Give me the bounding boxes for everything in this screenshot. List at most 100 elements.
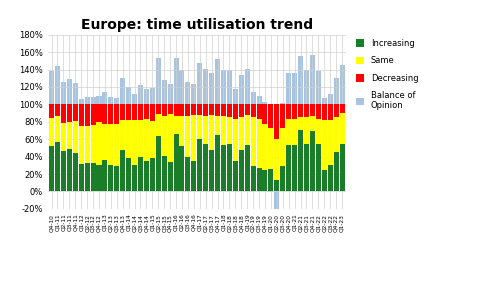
Bar xyxy=(102,124,108,160)
Bar xyxy=(328,94,333,191)
Bar xyxy=(263,102,267,191)
Bar xyxy=(316,104,321,119)
Bar xyxy=(49,71,54,191)
Bar xyxy=(174,116,179,134)
Bar xyxy=(322,170,327,191)
Bar xyxy=(304,104,309,117)
Bar xyxy=(304,117,309,144)
Bar xyxy=(310,116,315,130)
Bar xyxy=(185,157,191,191)
Bar xyxy=(49,104,54,118)
Bar xyxy=(61,123,66,151)
Bar xyxy=(251,117,256,166)
Bar xyxy=(162,116,167,156)
Bar xyxy=(268,128,274,169)
Legend: Increasing, Same, Decreasing, Balance of
Opinion: Increasing, Same, Decreasing, Balance of… xyxy=(356,39,419,110)
Bar xyxy=(215,104,220,116)
Bar xyxy=(298,104,303,117)
Bar xyxy=(316,144,321,191)
Bar xyxy=(298,56,303,191)
Bar xyxy=(55,116,60,142)
Bar xyxy=(298,117,303,130)
Bar xyxy=(73,104,78,121)
Bar xyxy=(197,139,202,191)
Bar xyxy=(102,92,108,191)
Bar xyxy=(256,96,262,191)
Bar xyxy=(180,70,184,191)
Bar xyxy=(79,99,84,191)
Bar xyxy=(96,165,101,191)
Bar xyxy=(49,118,54,146)
Bar xyxy=(120,78,125,191)
Bar xyxy=(310,55,315,191)
Bar xyxy=(84,104,90,126)
Bar xyxy=(221,145,226,191)
Bar xyxy=(108,124,113,165)
Bar xyxy=(286,73,291,191)
Bar xyxy=(91,125,96,163)
Bar xyxy=(67,122,72,149)
Bar xyxy=(339,113,345,144)
Bar xyxy=(126,120,131,158)
Bar xyxy=(79,104,84,126)
Bar xyxy=(91,97,96,191)
Bar xyxy=(251,166,256,191)
Bar xyxy=(245,115,250,145)
Bar xyxy=(114,98,120,191)
Bar xyxy=(84,126,90,163)
Bar xyxy=(322,98,327,191)
Bar xyxy=(334,117,338,152)
Bar xyxy=(233,89,238,191)
Bar xyxy=(126,87,131,191)
Bar xyxy=(239,117,244,150)
Bar xyxy=(67,104,72,122)
Bar xyxy=(108,104,113,124)
Bar xyxy=(274,139,279,180)
Bar xyxy=(328,120,333,165)
Bar xyxy=(150,104,155,121)
Bar xyxy=(286,104,291,119)
Bar xyxy=(126,104,131,120)
Bar xyxy=(203,69,208,191)
Bar xyxy=(227,144,232,191)
Bar xyxy=(209,73,214,191)
Bar xyxy=(108,97,113,191)
Bar xyxy=(126,158,131,191)
Bar xyxy=(174,58,179,191)
Bar xyxy=(132,165,137,191)
Bar xyxy=(263,124,267,170)
Bar xyxy=(185,116,191,157)
Bar xyxy=(274,104,279,139)
Bar xyxy=(162,104,167,116)
Bar xyxy=(280,128,285,166)
Bar xyxy=(150,88,155,191)
Bar xyxy=(316,119,321,144)
Bar xyxy=(339,65,345,191)
Bar xyxy=(334,152,338,191)
Bar xyxy=(91,104,96,125)
Bar xyxy=(79,164,84,191)
Bar xyxy=(256,168,262,191)
Bar xyxy=(215,135,220,191)
Bar xyxy=(268,104,274,192)
Bar xyxy=(203,144,208,191)
Bar xyxy=(168,162,173,191)
Bar xyxy=(132,120,137,165)
Bar xyxy=(156,104,161,114)
Bar xyxy=(144,89,149,191)
Bar xyxy=(292,145,297,191)
Bar xyxy=(239,104,244,117)
Bar xyxy=(150,121,155,158)
Bar xyxy=(227,104,232,117)
Bar xyxy=(61,151,66,191)
Bar xyxy=(334,104,338,117)
Bar xyxy=(144,161,149,191)
Bar xyxy=(132,104,137,120)
Bar xyxy=(209,115,214,150)
Bar xyxy=(61,104,66,123)
Bar xyxy=(310,130,315,191)
Bar xyxy=(251,92,256,191)
Bar xyxy=(310,104,315,116)
Bar xyxy=(73,83,78,191)
Bar xyxy=(203,104,208,116)
